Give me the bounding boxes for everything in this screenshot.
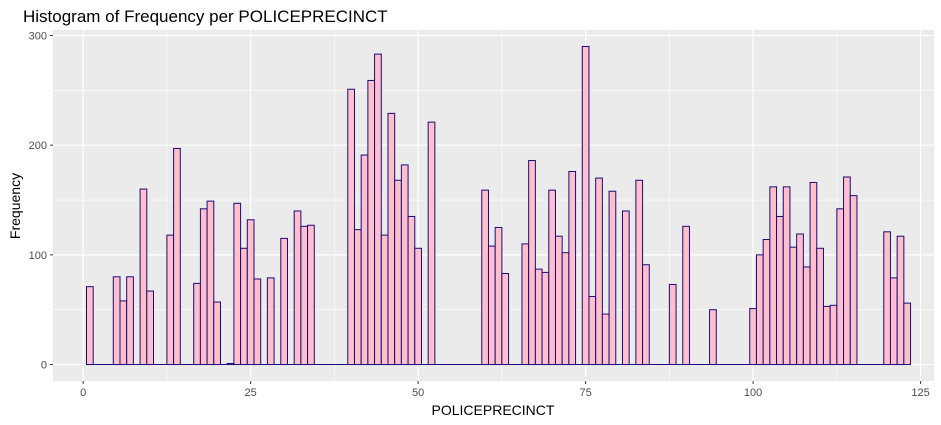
y-tick-label: 100 xyxy=(29,250,47,262)
histogram-bar xyxy=(293,210,302,366)
histogram-bar xyxy=(796,233,804,366)
histogram-bar xyxy=(481,189,489,366)
x-tick-label: 100 xyxy=(744,387,762,399)
y-axis-title: Frequency xyxy=(7,173,23,239)
y-axis-ticks: 0 100 200 300 xyxy=(29,30,53,372)
histogram-bar xyxy=(233,202,242,366)
x-axis-title: POLICEPRECINCT xyxy=(432,402,555,418)
histogram-bar xyxy=(353,229,362,366)
chart-title: Histogram of Frequency per POLICEPRECINC… xyxy=(23,7,388,26)
histogram-bar xyxy=(541,271,550,366)
histogram-bar xyxy=(414,247,422,366)
x-axis-ticks: 0 25 50 75 100 125 xyxy=(80,381,930,399)
histogram-bar xyxy=(849,195,858,366)
histogram-bar xyxy=(394,179,402,366)
histogram-bar xyxy=(776,215,784,366)
histogram-bar xyxy=(568,170,577,366)
histogram-bar xyxy=(534,268,543,366)
histogram-bar xyxy=(608,190,617,366)
histogram-bar xyxy=(240,247,248,366)
histogram-bar xyxy=(347,88,355,366)
histogram-bar xyxy=(166,234,175,366)
histogram-bar xyxy=(119,300,128,366)
histogram-bar xyxy=(709,309,717,366)
histogram-bar xyxy=(380,234,389,366)
histogram-bar xyxy=(755,254,764,366)
histogram-bar xyxy=(226,362,235,366)
x-tick-label: 25 xyxy=(245,387,257,399)
histogram-bars xyxy=(85,45,912,366)
histogram-bar xyxy=(896,235,905,366)
histogram-bar xyxy=(521,243,530,366)
histogram-bar xyxy=(280,237,288,366)
histogram-bar xyxy=(501,273,510,366)
histogram-bar xyxy=(146,290,154,366)
histogram-bar xyxy=(427,121,436,366)
histogram-bar xyxy=(528,160,536,366)
y-tick-label: 200 xyxy=(29,140,47,152)
histogram-bar xyxy=(112,276,121,366)
histogram-bar xyxy=(782,186,791,366)
histogram-bar xyxy=(213,301,221,366)
histogram-bar xyxy=(246,219,255,366)
histogram-bar xyxy=(407,215,416,366)
histogram-bar xyxy=(199,208,208,366)
histogram-bar xyxy=(889,277,898,366)
x-tick-label: 50 xyxy=(412,387,424,399)
histogram-bar xyxy=(487,245,496,366)
histogram-bar xyxy=(554,235,563,366)
histogram-bar xyxy=(581,45,590,366)
histogram-bar xyxy=(400,164,409,366)
histogram-bar xyxy=(749,308,757,366)
x-tick-label: 125 xyxy=(911,387,929,399)
histogram-bar xyxy=(173,147,181,366)
histogram-bar xyxy=(307,224,315,366)
histogram-bar xyxy=(809,181,818,366)
histogram-bar xyxy=(601,313,610,366)
histogram-bar xyxy=(548,189,556,366)
histogram-bar xyxy=(387,112,396,366)
histogram-bar xyxy=(561,252,570,366)
histogram-bar xyxy=(367,79,376,366)
histogram-bar xyxy=(621,210,630,366)
x-tick-label: 75 xyxy=(579,387,591,399)
histogram-bar xyxy=(769,186,778,366)
histogram-bar xyxy=(588,296,597,366)
histogram-bar xyxy=(836,208,845,366)
histogram-bar xyxy=(374,53,382,366)
y-tick-label: 0 xyxy=(41,360,47,372)
histogram-bar xyxy=(253,278,262,366)
histogram-bar xyxy=(126,276,134,366)
histogram-bar xyxy=(682,225,690,366)
histogram-bar xyxy=(595,177,603,366)
histogram-bar xyxy=(85,286,94,366)
histogram-bar xyxy=(360,154,369,366)
histogram-bar xyxy=(193,282,201,366)
histogram-bar xyxy=(635,179,644,366)
histogram-bar xyxy=(206,200,215,366)
histogram-bar xyxy=(802,266,811,366)
histogram-bar xyxy=(903,302,912,366)
histogram-bar xyxy=(642,264,650,366)
histogram-bar xyxy=(883,231,891,366)
histogram-bar xyxy=(762,239,771,366)
histogram-bar xyxy=(829,304,838,366)
histogram-bar xyxy=(668,283,677,366)
histogram-bar xyxy=(494,226,503,366)
histogram-bar xyxy=(822,305,831,366)
histogram-bar xyxy=(789,246,798,366)
histogram-bar xyxy=(843,176,851,366)
x-tick-label: 0 xyxy=(80,387,86,399)
histogram-bar xyxy=(816,247,824,366)
histogram-bar xyxy=(139,188,148,366)
y-tick-label: 300 xyxy=(29,30,47,42)
histogram-bar xyxy=(300,225,309,366)
histogram-bar xyxy=(266,277,275,366)
